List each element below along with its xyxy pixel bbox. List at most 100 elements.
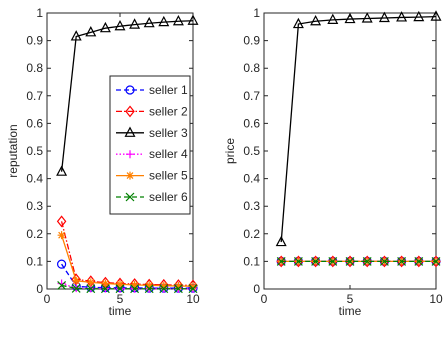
y-tick-label: 0.5 bbox=[243, 144, 260, 158]
data-point bbox=[292, 17, 304, 29]
data-point bbox=[310, 14, 322, 26]
data-point bbox=[310, 255, 321, 268]
data-point bbox=[362, 256, 372, 266]
y-tick-label: 0.5 bbox=[26, 144, 43, 158]
data-point bbox=[172, 14, 184, 26]
data-point bbox=[328, 256, 338, 266]
series-line bbox=[60, 234, 194, 287]
x-axis-label: time bbox=[339, 304, 362, 318]
legend-marker bbox=[125, 85, 135, 95]
series-2 bbox=[56, 215, 198, 292]
data-point bbox=[379, 255, 390, 268]
price-panel: 00.10.20.30.40.50.60.70.80.910 5 10timepri… bbox=[223, 6, 443, 318]
legend-label: seller 4 bbox=[149, 147, 188, 161]
legend-marker bbox=[126, 150, 134, 159]
data-point bbox=[275, 235, 287, 247]
legend-marker bbox=[125, 105, 135, 118]
data-point bbox=[101, 279, 110, 288]
y-tick-label: 0.4 bbox=[243, 172, 260, 186]
data-point bbox=[276, 256, 286, 266]
data-point bbox=[362, 255, 372, 268]
data-point bbox=[85, 26, 97, 37]
data-point bbox=[130, 284, 140, 294]
legend-label: seller 6 bbox=[149, 190, 188, 204]
y-tick-label: 0.1 bbox=[26, 254, 43, 268]
data-point bbox=[344, 12, 356, 24]
legend-label: seller 1 bbox=[149, 83, 188, 97]
y-tick-label: 0.8 bbox=[243, 61, 260, 75]
legend-label: seller 5 bbox=[149, 169, 188, 183]
y-tick-label: 0.9 bbox=[243, 34, 260, 48]
data-point bbox=[397, 256, 407, 266]
x-tick-label: 0 bbox=[261, 292, 268, 306]
reputation-panel: 00.10.20.30.40.50.60.70.80.910 5 10timerep… bbox=[6, 6, 200, 318]
data-point bbox=[56, 165, 68, 176]
series-line bbox=[60, 221, 194, 287]
data-point bbox=[159, 281, 168, 290]
y-tick-label: 0 bbox=[36, 282, 43, 296]
y-tick-label: 0 bbox=[253, 282, 260, 296]
data-point bbox=[56, 259, 67, 269]
y-tick-label: 0.6 bbox=[243, 116, 260, 130]
x-tick-label: 5 bbox=[117, 292, 124, 306]
data-point bbox=[159, 284, 169, 294]
data-point bbox=[72, 276, 81, 285]
series-line bbox=[61, 263, 193, 289]
y-tick-label: 1 bbox=[36, 6, 43, 20]
y-axis-label: price bbox=[223, 138, 237, 164]
data-point bbox=[345, 256, 355, 266]
data-point bbox=[144, 284, 154, 294]
y-tick-label: 0.2 bbox=[243, 227, 260, 241]
data-point bbox=[293, 256, 303, 266]
data-point bbox=[158, 15, 170, 27]
data-point bbox=[345, 255, 355, 268]
y-tick-label: 0.3 bbox=[243, 199, 260, 213]
y-tick-label: 0.3 bbox=[26, 199, 43, 213]
series-line bbox=[61, 284, 193, 290]
data-point bbox=[130, 280, 139, 289]
series-line bbox=[280, 15, 437, 243]
y-tick-label: 0.9 bbox=[26, 34, 43, 48]
data-point bbox=[56, 215, 67, 228]
y-tick-label: 0.2 bbox=[26, 227, 43, 241]
data-point bbox=[396, 11, 408, 22]
y-tick-label: 0.7 bbox=[26, 89, 43, 103]
y-tick-label: 0.1 bbox=[243, 254, 260, 268]
x-axis-label: time bbox=[109, 304, 132, 318]
data-point bbox=[188, 284, 198, 294]
data-point bbox=[70, 30, 82, 41]
legend-marker bbox=[124, 126, 136, 137]
data-point bbox=[413, 10, 425, 22]
data-point bbox=[361, 12, 373, 23]
x-tick-label: 10 bbox=[429, 292, 443, 306]
y-tick-label: 0.6 bbox=[26, 116, 43, 130]
data-point bbox=[431, 256, 441, 266]
series-5 bbox=[57, 231, 197, 291]
y-tick-label: 0.4 bbox=[26, 172, 43, 186]
series-3 bbox=[56, 14, 199, 176]
data-point bbox=[414, 256, 424, 266]
data-point bbox=[378, 11, 390, 23]
legend: seller 1 seller 2 seller 3 seller 4 seller 5… bbox=[109, 75, 191, 215]
data-point bbox=[327, 13, 339, 24]
data-point bbox=[86, 278, 95, 287]
data-point bbox=[396, 255, 407, 268]
data-point bbox=[115, 284, 125, 294]
data-point bbox=[116, 280, 124, 289]
legend-label: seller 3 bbox=[149, 126, 188, 140]
x-tick-label: 10 bbox=[186, 292, 200, 306]
data-point bbox=[57, 231, 66, 240]
series-6 bbox=[57, 280, 198, 294]
data-point bbox=[173, 284, 183, 294]
data-point bbox=[114, 19, 126, 31]
data-point bbox=[143, 16, 155, 28]
series-3 bbox=[275, 10, 442, 247]
data-point bbox=[189, 282, 197, 291]
x-tick-label: 5 bbox=[347, 292, 354, 306]
data-point bbox=[414, 255, 424, 268]
data-point bbox=[129, 18, 141, 29]
data-point bbox=[71, 284, 81, 293]
y-tick-label: 0.7 bbox=[243, 89, 260, 103]
data-point bbox=[57, 280, 67, 290]
series-line bbox=[60, 20, 194, 172]
